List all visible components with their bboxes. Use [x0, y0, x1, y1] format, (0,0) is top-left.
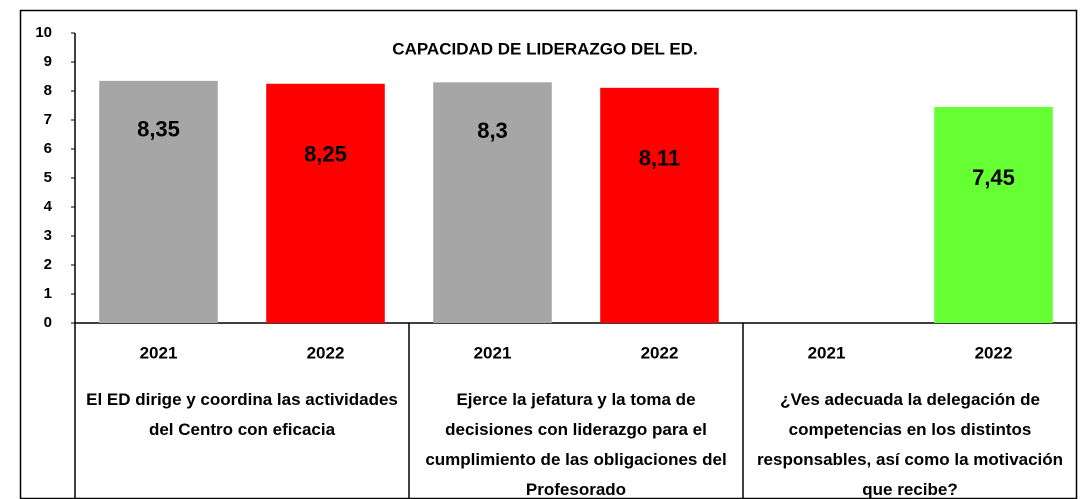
x-tick-label: 2022 [641, 343, 679, 362]
y-tick-label: 5 [44, 169, 52, 186]
x-tick-label: 2022 [975, 343, 1013, 362]
y-tick-label: 7 [44, 111, 52, 128]
data-label: 7,45 [972, 165, 1015, 190]
x-tick-label: 2021 [140, 343, 178, 362]
data-label: 8,11 [639, 146, 681, 171]
data-label: 8,3 [477, 118, 508, 143]
bar [99, 80, 218, 323]
y-tick-label: 6 [44, 140, 52, 157]
group-label: Ejerce la jefatura y la toma de decision… [425, 390, 727, 499]
y-tick-label: 4 [44, 198, 53, 215]
data-label: 8,35 [137, 117, 180, 142]
x-tick-label: 2021 [808, 343, 846, 362]
bar [266, 83, 385, 323]
x-tick-label: 2021 [474, 343, 512, 362]
y-tick-label: 9 [44, 53, 52, 70]
y-tick-label: 0 [44, 314, 52, 331]
bar [934, 106, 1053, 323]
bar [433, 82, 552, 323]
y-tick-label: 1 [44, 285, 52, 302]
group-label: ¿Ves adecuada la delegación de competenc… [756, 390, 1064, 499]
bar [600, 87, 719, 323]
y-tick-label: 3 [44, 227, 52, 244]
y-tick-label: 8 [44, 82, 52, 99]
group-label: El ED dirige y coordina las actividades … [86, 390, 398, 439]
x-tick-label: 2022 [307, 343, 345, 362]
data-label: 8,25 [304, 142, 347, 167]
chart-title: CAPACIDAD DE LIDERAZGO DEL ED. [392, 39, 697, 58]
y-tick-label: 10 [35, 24, 52, 41]
y-tick-label: 2 [44, 256, 52, 273]
